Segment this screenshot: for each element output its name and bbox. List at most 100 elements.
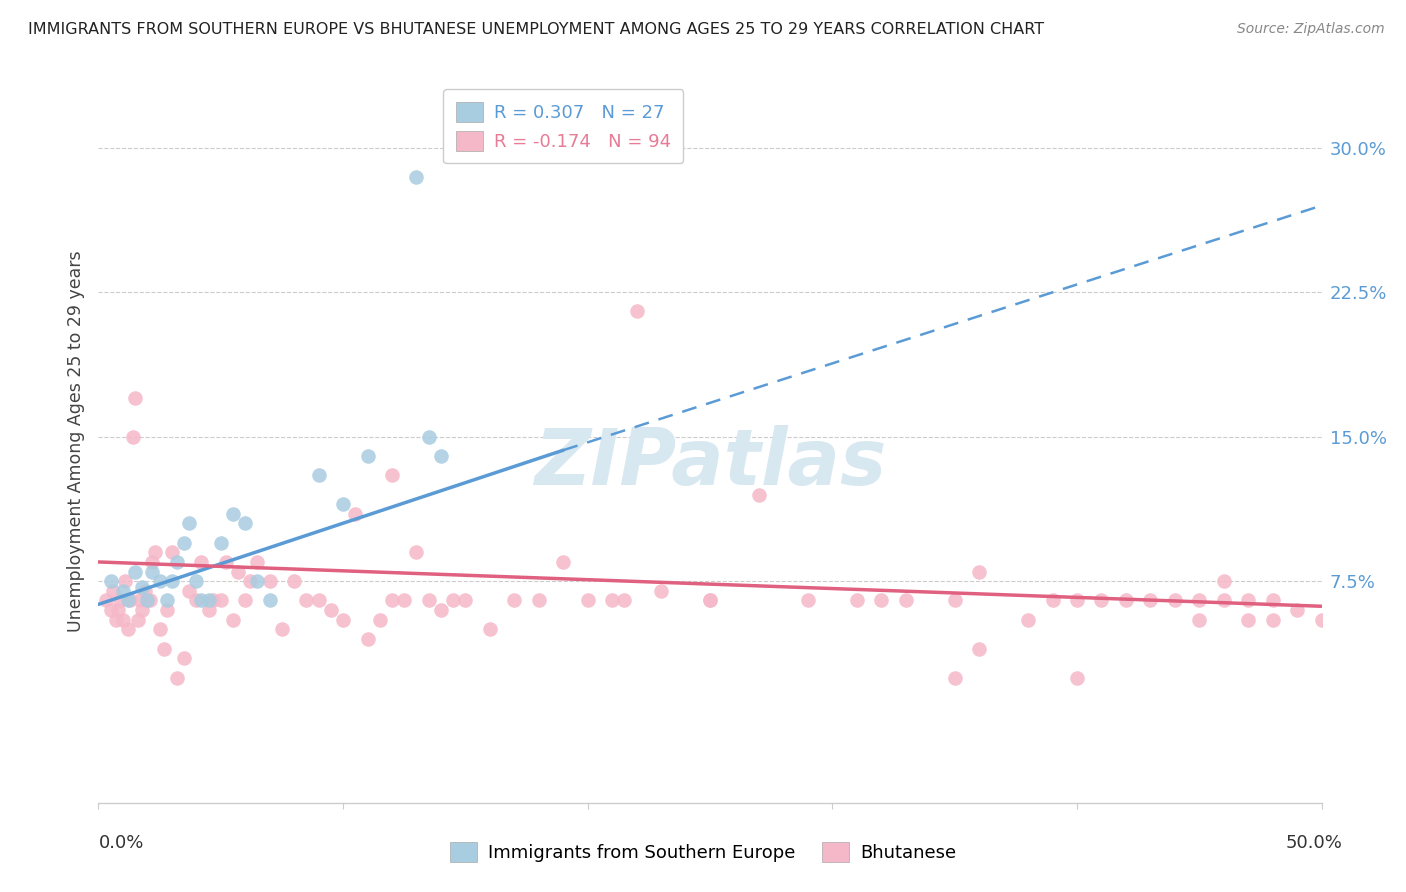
Point	[1115, 593, 1137, 607]
Text: ZIPatlas: ZIPatlas	[534, 425, 886, 501]
Point	[1066, 593, 1088, 607]
Point	[430, 603, 453, 617]
Point	[131, 580, 153, 594]
Point	[478, 623, 501, 637]
Point	[1261, 613, 1284, 627]
Point	[527, 593, 550, 607]
Text: 50.0%: 50.0%	[1286, 834, 1343, 852]
Point	[136, 593, 159, 607]
Point	[392, 593, 416, 607]
Point	[259, 574, 281, 589]
Point	[430, 449, 453, 463]
Point	[454, 593, 477, 607]
Point	[295, 593, 318, 607]
Point	[143, 545, 166, 559]
Point	[141, 565, 163, 579]
Point	[943, 671, 966, 685]
Point	[197, 593, 219, 607]
Point	[613, 593, 636, 607]
Point	[246, 555, 269, 569]
Point	[626, 304, 648, 318]
Point	[202, 593, 225, 607]
Point	[197, 603, 219, 617]
Point	[1286, 603, 1309, 617]
Point	[100, 574, 122, 589]
Point	[1188, 613, 1211, 627]
Point	[124, 391, 146, 405]
Point	[319, 603, 342, 617]
Point	[226, 565, 249, 579]
Point	[967, 641, 990, 656]
Point	[1017, 613, 1039, 627]
Point	[222, 613, 245, 627]
Point	[943, 593, 966, 607]
Point	[139, 593, 162, 607]
Point	[131, 603, 153, 617]
Point	[166, 555, 188, 569]
Point	[233, 593, 256, 607]
Point	[1212, 574, 1234, 589]
Point	[356, 449, 378, 463]
Point	[308, 593, 330, 607]
Point	[129, 593, 152, 607]
Point	[124, 565, 146, 579]
Point	[1164, 593, 1187, 607]
Point	[134, 583, 156, 598]
Point	[156, 593, 179, 607]
Point	[270, 623, 294, 637]
Point	[100, 603, 122, 617]
Point	[418, 593, 440, 607]
Point	[650, 583, 672, 598]
Point	[209, 593, 232, 607]
Point	[1212, 593, 1234, 607]
Point	[114, 574, 136, 589]
Point	[1261, 593, 1284, 607]
Point	[177, 583, 200, 598]
Point	[222, 507, 245, 521]
Point	[186, 593, 208, 607]
Point	[141, 555, 163, 569]
Point	[186, 574, 208, 589]
Point	[368, 613, 391, 627]
Point	[104, 613, 127, 627]
Point	[160, 545, 183, 559]
Point	[1042, 593, 1064, 607]
Point	[190, 593, 212, 607]
Point	[190, 555, 212, 569]
Point	[332, 613, 354, 627]
Point	[121, 430, 143, 444]
Point	[870, 593, 893, 607]
Point	[239, 574, 262, 589]
Point	[600, 593, 623, 607]
Point	[1066, 671, 1088, 685]
Point	[356, 632, 378, 646]
Point	[797, 593, 820, 607]
Point	[259, 593, 281, 607]
Point	[381, 468, 404, 483]
Point	[173, 535, 195, 549]
Point	[344, 507, 367, 521]
Text: IMMIGRANTS FROM SOUTHERN EUROPE VS BHUTANESE UNEMPLOYMENT AMONG AGES 25 TO 29 YE: IMMIGRANTS FROM SOUTHERN EUROPE VS BHUTA…	[28, 22, 1045, 37]
Point	[101, 583, 124, 598]
Point	[149, 574, 172, 589]
Point	[845, 593, 868, 607]
Point	[117, 623, 139, 637]
Point	[166, 671, 188, 685]
Point	[173, 651, 195, 665]
Point	[381, 593, 404, 607]
Y-axis label: Unemployment Among Ages 25 to 29 years: Unemployment Among Ages 25 to 29 years	[66, 251, 84, 632]
Point	[136, 593, 159, 607]
Point	[153, 641, 176, 656]
Text: Source: ZipAtlas.com: Source: ZipAtlas.com	[1237, 22, 1385, 37]
Point	[127, 613, 149, 627]
Point	[405, 545, 427, 559]
Legend: R = 0.307   N = 27, R = -0.174   N = 94: R = 0.307 N = 27, R = -0.174 N = 94	[443, 89, 683, 163]
Point	[283, 574, 305, 589]
Point	[1139, 593, 1161, 607]
Point	[246, 574, 269, 589]
Point	[177, 516, 200, 531]
Point	[120, 593, 142, 607]
Point	[209, 535, 232, 549]
Point	[149, 623, 172, 637]
Point	[308, 468, 330, 483]
